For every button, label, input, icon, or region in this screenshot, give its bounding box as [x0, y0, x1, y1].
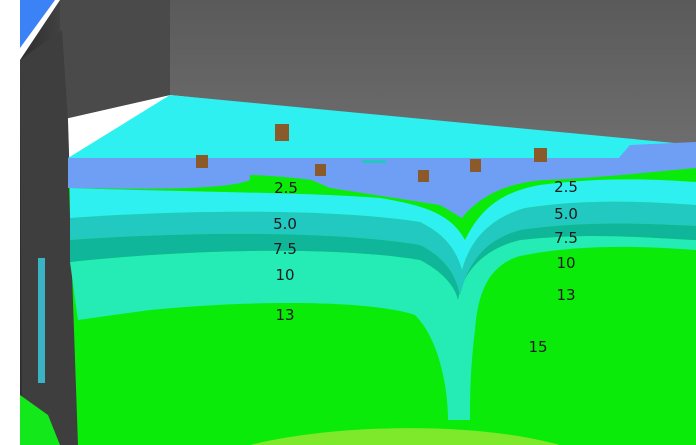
marker-cube [196, 155, 208, 168]
band-low-wedge [300, 175, 462, 218]
marker-cube [534, 148, 547, 162]
band-10 [70, 235, 696, 420]
marker-cube [275, 124, 289, 141]
bottom-strip [250, 428, 560, 445]
band-5-0 [70, 201, 696, 295]
domain-top-surface [68, 95, 696, 162]
sky-corner [20, 0, 55, 48]
band-2-5 [70, 179, 696, 270]
back-wall [60, 0, 696, 150]
markers [196, 124, 547, 182]
marker-cube [470, 159, 481, 172]
wall-green-edge [20, 395, 60, 445]
back-wall-edge [60, 0, 170, 120]
band-7-5 [70, 223, 696, 300]
marker-cube [418, 170, 429, 182]
left-wall-face [20, 30, 78, 445]
marker-cube [315, 164, 326, 176]
surface-dash [362, 160, 386, 163]
wall-streak [38, 258, 45, 383]
